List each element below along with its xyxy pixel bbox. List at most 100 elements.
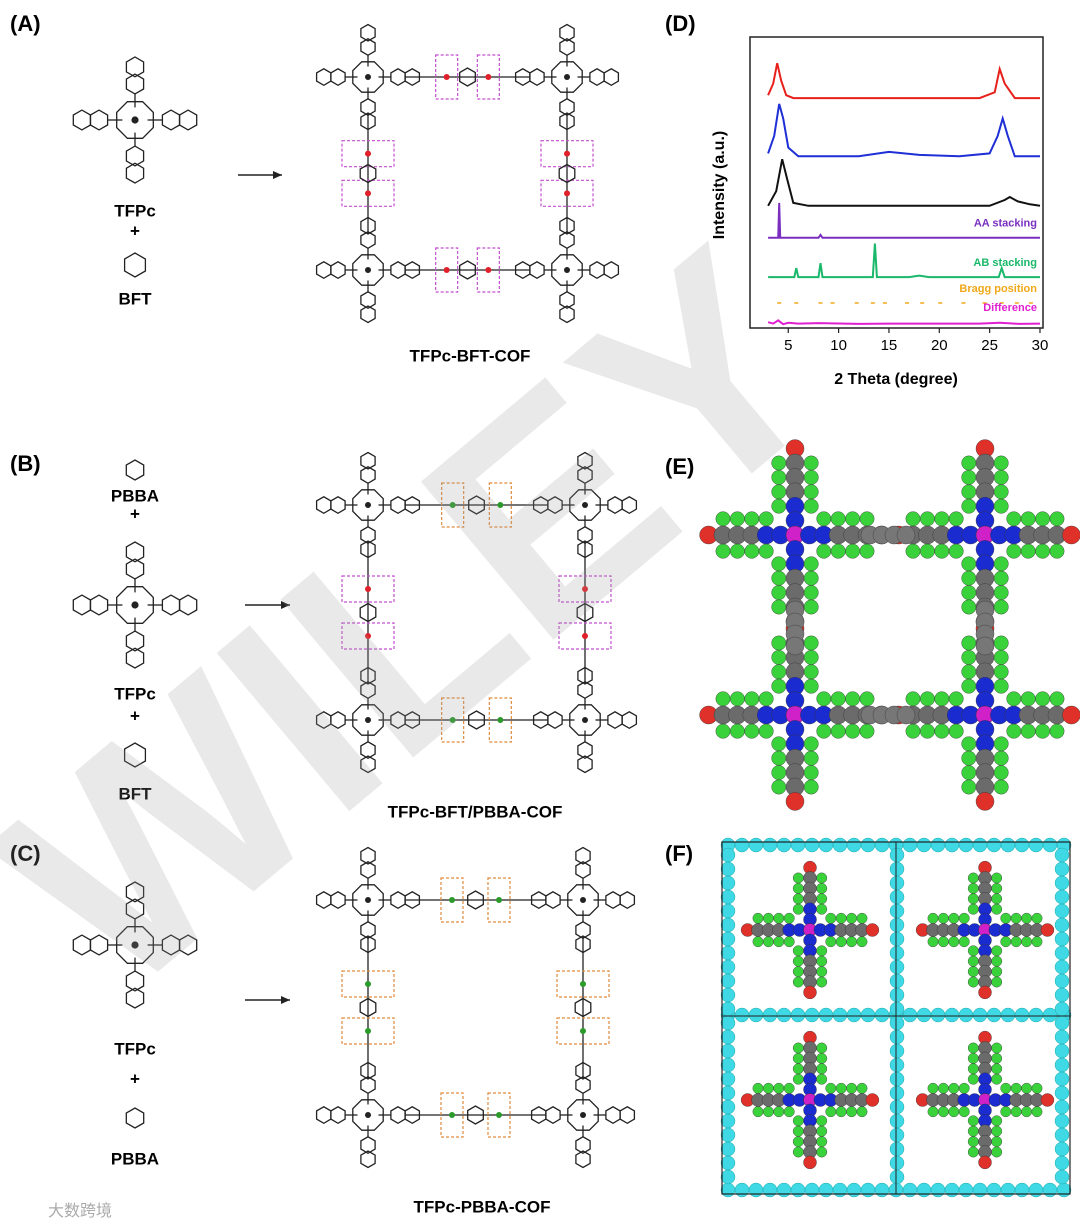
heteroatom xyxy=(443,74,450,80)
heteroatom xyxy=(485,267,492,273)
atom xyxy=(958,1182,974,1198)
atom xyxy=(865,923,880,937)
ring xyxy=(575,861,591,880)
atom xyxy=(1054,1113,1070,1129)
heteroatom xyxy=(580,981,586,987)
atom xyxy=(1000,837,1016,853)
atom xyxy=(902,837,918,853)
atom xyxy=(816,1146,828,1158)
atom xyxy=(830,543,846,559)
atom xyxy=(958,1007,974,1023)
atom xyxy=(792,1115,804,1127)
linkage-box xyxy=(440,1092,464,1138)
ring xyxy=(530,1106,547,1125)
atom xyxy=(803,650,819,665)
atom xyxy=(771,750,787,766)
metal-center xyxy=(131,601,139,609)
atom xyxy=(720,875,736,891)
compound-label: TFPc xyxy=(114,1039,156,1058)
atom xyxy=(967,955,979,967)
atom xyxy=(944,837,960,853)
atom xyxy=(938,912,949,924)
atom xyxy=(771,779,787,795)
atom xyxy=(720,917,736,933)
linkage-box xyxy=(341,179,395,207)
atom xyxy=(835,1082,847,1094)
plus: + xyxy=(130,504,140,523)
atom xyxy=(816,903,828,915)
ring xyxy=(89,109,109,131)
atom xyxy=(889,1071,905,1087)
atom xyxy=(720,847,736,863)
ring xyxy=(161,109,181,131)
atom xyxy=(930,1007,946,1023)
series-line xyxy=(767,319,1041,326)
atom xyxy=(1062,525,1080,545)
atom xyxy=(1049,691,1065,707)
atom xyxy=(1054,959,1070,975)
ring xyxy=(125,145,145,167)
atom xyxy=(825,936,837,948)
ring xyxy=(559,23,575,42)
atom xyxy=(991,945,1003,957)
atom xyxy=(889,1127,905,1143)
ring xyxy=(558,163,576,184)
ring xyxy=(315,891,332,910)
atom xyxy=(720,1085,736,1101)
atom xyxy=(889,861,905,877)
ring xyxy=(360,38,376,57)
atom xyxy=(972,837,988,853)
atom xyxy=(771,635,787,651)
atom xyxy=(816,945,828,957)
ring xyxy=(360,666,376,685)
atom xyxy=(991,1053,1003,1064)
ring xyxy=(360,23,376,42)
plot-frame xyxy=(749,36,1044,329)
atom xyxy=(1006,691,1022,707)
atom xyxy=(720,1113,736,1129)
metal-center xyxy=(365,502,371,508)
atom xyxy=(846,837,862,853)
atom xyxy=(972,1182,988,1198)
atom xyxy=(1021,936,1032,948)
atom xyxy=(902,1007,918,1023)
atom xyxy=(803,678,819,694)
atom xyxy=(991,903,1003,915)
atom xyxy=(1031,1082,1043,1094)
atom xyxy=(991,1073,1003,1085)
atom xyxy=(720,903,736,919)
atom xyxy=(934,691,950,707)
ring xyxy=(360,846,376,865)
atom xyxy=(927,1082,939,1094)
heteroatom xyxy=(564,150,570,157)
ring xyxy=(360,451,376,470)
compound-label: BFT xyxy=(118,784,152,803)
atom xyxy=(1040,923,1055,937)
atom xyxy=(958,912,970,924)
atom xyxy=(1010,936,1022,948)
ring xyxy=(603,261,620,280)
ring xyxy=(607,711,623,730)
atom xyxy=(771,570,787,586)
atom xyxy=(972,1007,988,1023)
product-label: TFPc-PBBA-COF xyxy=(414,1197,551,1216)
atom xyxy=(748,1007,764,1023)
atom xyxy=(773,1082,785,1094)
atom xyxy=(896,705,916,725)
atom xyxy=(927,1106,939,1118)
ring xyxy=(404,68,421,87)
atom xyxy=(804,837,820,853)
compound-label: BFT xyxy=(118,289,152,308)
atom xyxy=(771,585,787,600)
ring xyxy=(178,594,198,616)
linkage-box xyxy=(487,877,511,923)
atom xyxy=(961,765,977,780)
ring xyxy=(545,891,561,910)
atom xyxy=(748,837,764,853)
atom xyxy=(832,837,848,853)
atom xyxy=(771,599,787,615)
ring xyxy=(360,1136,376,1155)
atom xyxy=(938,1106,949,1118)
atom xyxy=(804,1182,820,1198)
